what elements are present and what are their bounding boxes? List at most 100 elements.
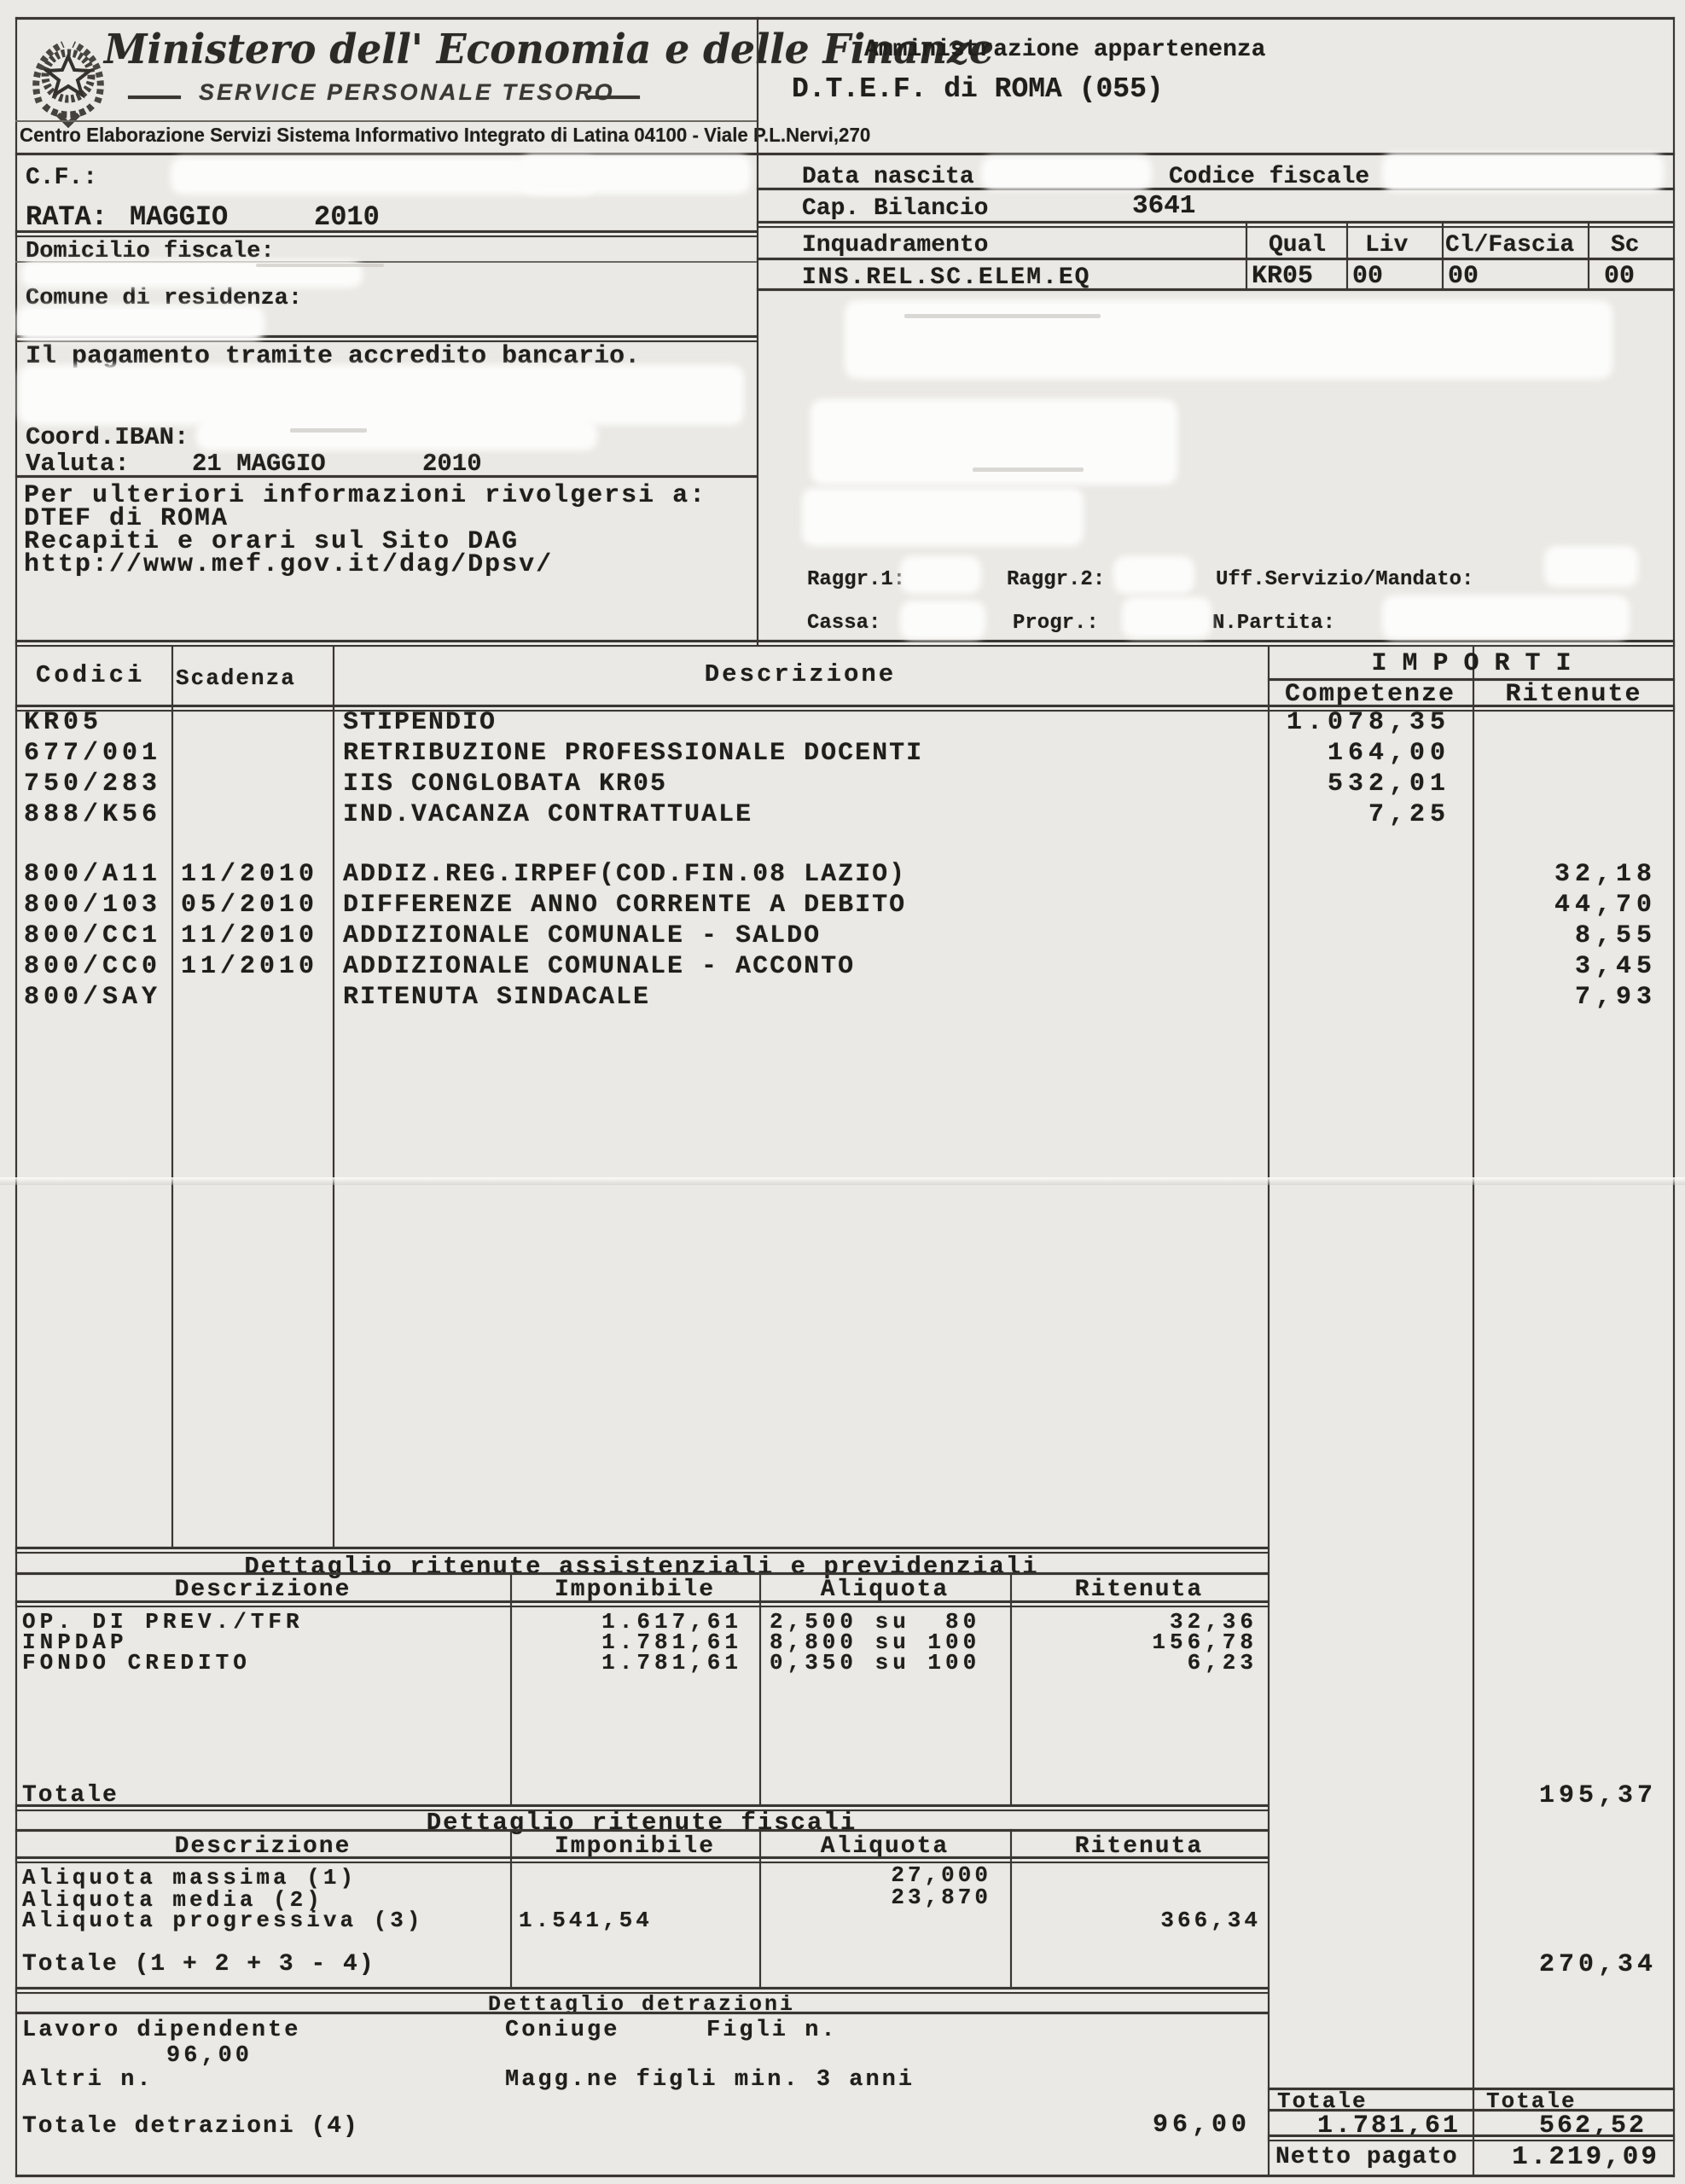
row-descrizione: IIS CONGLOBATA KR05	[343, 770, 668, 799]
assistenziali-bottom-border	[15, 1804, 1268, 1811]
fiscali-row-aliquota: 27,000	[891, 1862, 991, 1888]
fiscali-ritenuta-header: Ritenuta	[1074, 1833, 1204, 1860]
row-codice: 800/103	[24, 891, 162, 920]
assistenziali-ritenuta-header: Ritenuta	[1074, 1577, 1204, 1603]
raggr2-label: Raggr.2:	[1007, 568, 1106, 591]
uff-servizio-label: Uff.Servizio/Mandato:	[1216, 568, 1474, 591]
assistenziali-header-border	[15, 1600, 1268, 1607]
row-descrizione: STIPENDIO	[343, 708, 497, 737]
assistenziali-row-descrizione: FONDO CREDITO	[22, 1650, 251, 1676]
row-ritenute: 8,55	[1574, 921, 1657, 950]
row-scadenza: 11/2010	[181, 921, 319, 950]
cap-bilancio-bottom-border	[757, 221, 1675, 228]
domicilio-label: Domicilio fiscale:	[26, 239, 275, 264]
assistenziali-row-aliquota: 2,500 su 80	[770, 1609, 981, 1635]
sc-value: 00	[1604, 262, 1636, 291]
redaction-artifact	[904, 314, 1101, 318]
fiscali-col-divider-2	[759, 1829, 761, 1987]
fiscali-bottom-border	[15, 1987, 1268, 1994]
row-codice: 800/CC0	[24, 952, 162, 981]
ritenute-header: Ritenute	[1505, 680, 1642, 709]
row-competenze: 164,00	[1327, 739, 1450, 768]
totals-label-underline	[1268, 2109, 1675, 2111]
cf-label: C.F.:	[26, 165, 98, 191]
info-line-2: DTEF di ROMA	[24, 504, 230, 533]
redaction-right-block-2	[811, 399, 1177, 485]
redaction-raggr1-value	[900, 556, 981, 594]
liv-divider	[1346, 224, 1348, 290]
row-codice: 677/001	[24, 739, 162, 768]
assistenziali-col-divider-1	[510, 1572, 512, 1804]
assistenziali-title-underline	[15, 1572, 1268, 1575]
fiscali-col-divider-1	[510, 1829, 512, 1987]
service-dash-right	[587, 96, 640, 99]
row-codice: 800/SAY	[24, 983, 162, 1012]
redaction-pagamento-area	[19, 365, 744, 425]
pagamento-top-border	[15, 335, 757, 342]
fiscali-title-underline	[15, 1829, 1268, 1832]
assistenziali-totale-value: 195,37	[1538, 1781, 1657, 1810]
assistenziali-row-aliquota: 8,800 su 100	[770, 1629, 981, 1655]
italy-emblem-icon	[32, 41, 104, 128]
redaction-npartita-value	[1382, 595, 1630, 640]
figli-label: Figli n.	[706, 2018, 838, 2043]
fiscali-imponibile-header: Imponibile	[554, 1833, 716, 1860]
fiscali-aliquota-header: Aliquota	[820, 1833, 950, 1860]
raggr1-label: Raggr.1:	[807, 568, 906, 591]
inquadramento-bottom-border	[757, 288, 1675, 291]
fiscali-row-ritenuta: 366,34	[1160, 1908, 1261, 1933]
redaction-progr-value	[1122, 597, 1211, 638]
assistenziali-row-aliquota: 0,350 su 100	[770, 1650, 981, 1676]
outer-border-bottom	[15, 2175, 1675, 2177]
cassa-label: Cassa:	[807, 612, 881, 635]
redaction-data-nascita-value	[981, 156, 1152, 190]
row-ritenute: 44,70	[1554, 891, 1657, 920]
row-scadenza: 11/2010	[181, 860, 319, 889]
row-codice: KR05	[24, 708, 103, 737]
row-descrizione: ADDIZIONALE COMUNALE - SALDO	[343, 921, 822, 950]
qual-label: Qual	[1269, 232, 1327, 258]
row-descrizione: RETRIBUZIONE PROFESSIONALE DOCENTI	[343, 739, 924, 768]
totale-detrazioni-value: 96,00	[1152, 2111, 1251, 2140]
inquadramento-value: INS.REL.SC.ELEM.EQ	[802, 264, 1091, 291]
n-partita-label: N.Partita:	[1212, 612, 1336, 635]
iban-label: Coord.IBAN:	[26, 423, 189, 451]
redaction-artifact	[290, 428, 367, 433]
valuta-label: Valuta:	[26, 450, 130, 478]
admin-appartenenza-label: Amministrazione appartenenza	[864, 37, 1266, 63]
redaction-cassa-value	[900, 601, 985, 640]
row-competenze: 7,25	[1368, 800, 1450, 829]
data-nascita-bottom-border	[757, 188, 1675, 190]
fiscali-title: Dettaglio ritenute fiscali	[426, 1809, 857, 1837]
row-descrizione: IND.VACANZA CONTRATTUALE	[343, 800, 753, 829]
row-ritenute: 32,18	[1554, 860, 1657, 889]
assistenziali-row-ritenuta: 32,36	[1169, 1609, 1258, 1635]
center-address-line: Centro Elaborazione Servizi Sistema Info…	[20, 124, 871, 146]
fiscali-header-border	[15, 1856, 1268, 1863]
cl-fascia-label: Cl/Fascia	[1445, 232, 1575, 258]
maggne-label: Magg.ne figli min. 3 anni	[505, 2067, 915, 2093]
assistenziali-totale-label: Totale	[22, 1782, 119, 1809]
sc-divider	[1588, 224, 1589, 290]
redaction-codice-fiscale-value	[1382, 153, 1664, 192]
main-table-header-border	[15, 705, 1675, 712]
descrizione-header: Descrizione	[704, 660, 897, 688]
redaction-uff-value	[1544, 546, 1638, 587]
redaction-right-block-3	[802, 488, 1084, 546]
redaction-id-value	[520, 154, 751, 194]
ministry-title: Ministero dell' Economia e delle Finanze	[104, 26, 994, 73]
fiscali-totale-label: Totale (1 + 2 + 3 - 4)	[22, 1951, 375, 1978]
scadenza-header: Scadenza	[176, 665, 296, 691]
cap-bilancio-value: 3641	[1132, 191, 1196, 221]
row-codice: 750/283	[24, 770, 162, 799]
coniuge-label: Coniuge	[505, 2018, 620, 2043]
totals-top-border	[1268, 2088, 1675, 2090]
liv-value: 00	[1352, 262, 1384, 291]
fiscali-row-descrizione: Aliquota media (2)	[22, 1887, 323, 1913]
row-codice: 800/CC1	[24, 921, 162, 950]
domicilio-underline	[15, 261, 757, 263]
redaction-comune-value	[17, 305, 264, 341]
paper-fold-crease	[0, 1177, 1685, 1185]
altri-label: Altri n.	[22, 2067, 154, 2093]
